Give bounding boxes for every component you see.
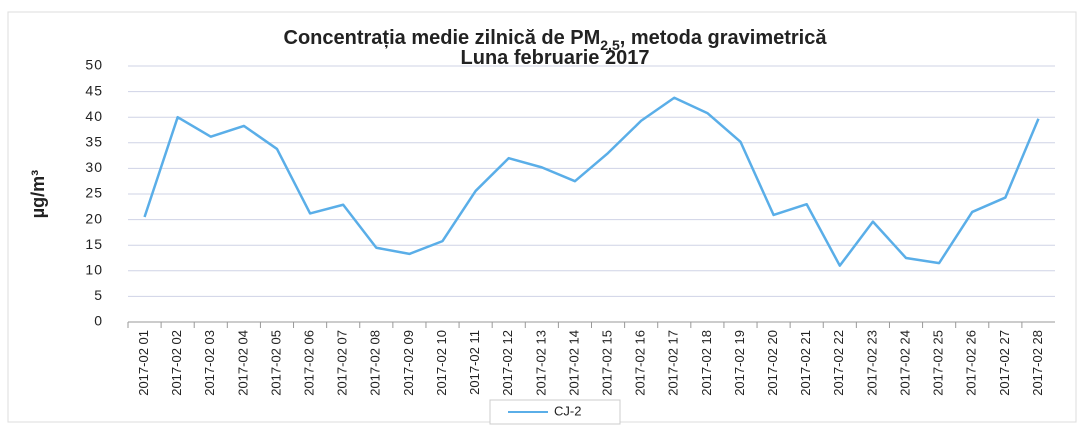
- x-tick-label: 2017-02 19: [732, 330, 747, 396]
- x-tick-label: 2017-02 14: [566, 330, 581, 396]
- x-tick-label: 2017-02 05: [268, 330, 283, 396]
- y-tick-label: 40: [85, 108, 103, 124]
- x-tick-label: 2017-02 20: [765, 330, 780, 396]
- title-text: , metoda gravimetrică: [620, 27, 828, 49]
- x-tick-label: 2017-02 01: [136, 330, 151, 396]
- x-tick-label: 2017-02 07: [335, 330, 350, 396]
- chart-title: Concentrația medie zilnică de PM2,5, met…: [284, 27, 828, 53]
- x-tick-label: 2017-02 17: [666, 330, 681, 396]
- x-tick-label: 2017-02 24: [897, 330, 912, 396]
- x-tick-label: 2017-02 06: [302, 330, 317, 396]
- x-tick-label: 2017-02 03: [202, 330, 217, 396]
- y-tick-label: 10: [85, 262, 103, 278]
- y-tick-label: 0: [94, 313, 103, 329]
- x-tick-label: 2017-02 16: [633, 330, 648, 396]
- x-tick-label: 2017-02 21: [798, 330, 813, 396]
- x-tick-label: 2017-02 04: [235, 330, 250, 396]
- x-tick-label: 2017-02 15: [599, 330, 614, 396]
- x-tick-label: 2017-02 13: [533, 330, 548, 396]
- y-tick-label: 30: [85, 159, 103, 175]
- x-tick-label: 2017-02 11: [467, 330, 482, 395]
- y-tick-label: 20: [85, 210, 103, 226]
- chart-subtitle: Luna februarie 2017: [461, 47, 650, 69]
- y-tick-label: 35: [85, 134, 103, 150]
- y-tick-label: 50: [85, 57, 103, 73]
- x-tick-label: 2017-02 02: [169, 330, 184, 396]
- legend-label: CJ-2: [554, 403, 581, 418]
- title-subscript: 2,5: [600, 37, 620, 53]
- title-text: Concentrația medie zilnică de PM: [284, 27, 601, 49]
- y-tick-label: 25: [85, 185, 103, 201]
- y-tick-label: 5: [94, 287, 103, 303]
- x-tick-label: 2017-02 22: [831, 330, 846, 396]
- y-tick-label: 15: [85, 236, 103, 252]
- x-tick-label: 2017-02 28: [1030, 330, 1045, 396]
- y-axis-label: µg/m³: [28, 170, 48, 218]
- x-tick-label: 2017-02 27: [997, 330, 1012, 396]
- x-tick-label: 2017-02 12: [500, 330, 515, 396]
- x-tick-label: 2017-02 23: [864, 330, 879, 396]
- x-tick-label: 2017-02 08: [368, 330, 383, 396]
- x-tick-label: 2017-02 09: [401, 330, 416, 396]
- data-line: [143, 96, 1040, 267]
- y-tick-label: 45: [85, 82, 103, 98]
- x-tick-label: 2017-02 10: [434, 330, 449, 396]
- x-tick-label: 2017-02 26: [964, 330, 979, 396]
- x-tick-label: 2017-02 18: [699, 330, 714, 396]
- x-tick-label: 2017-02 25: [931, 330, 946, 396]
